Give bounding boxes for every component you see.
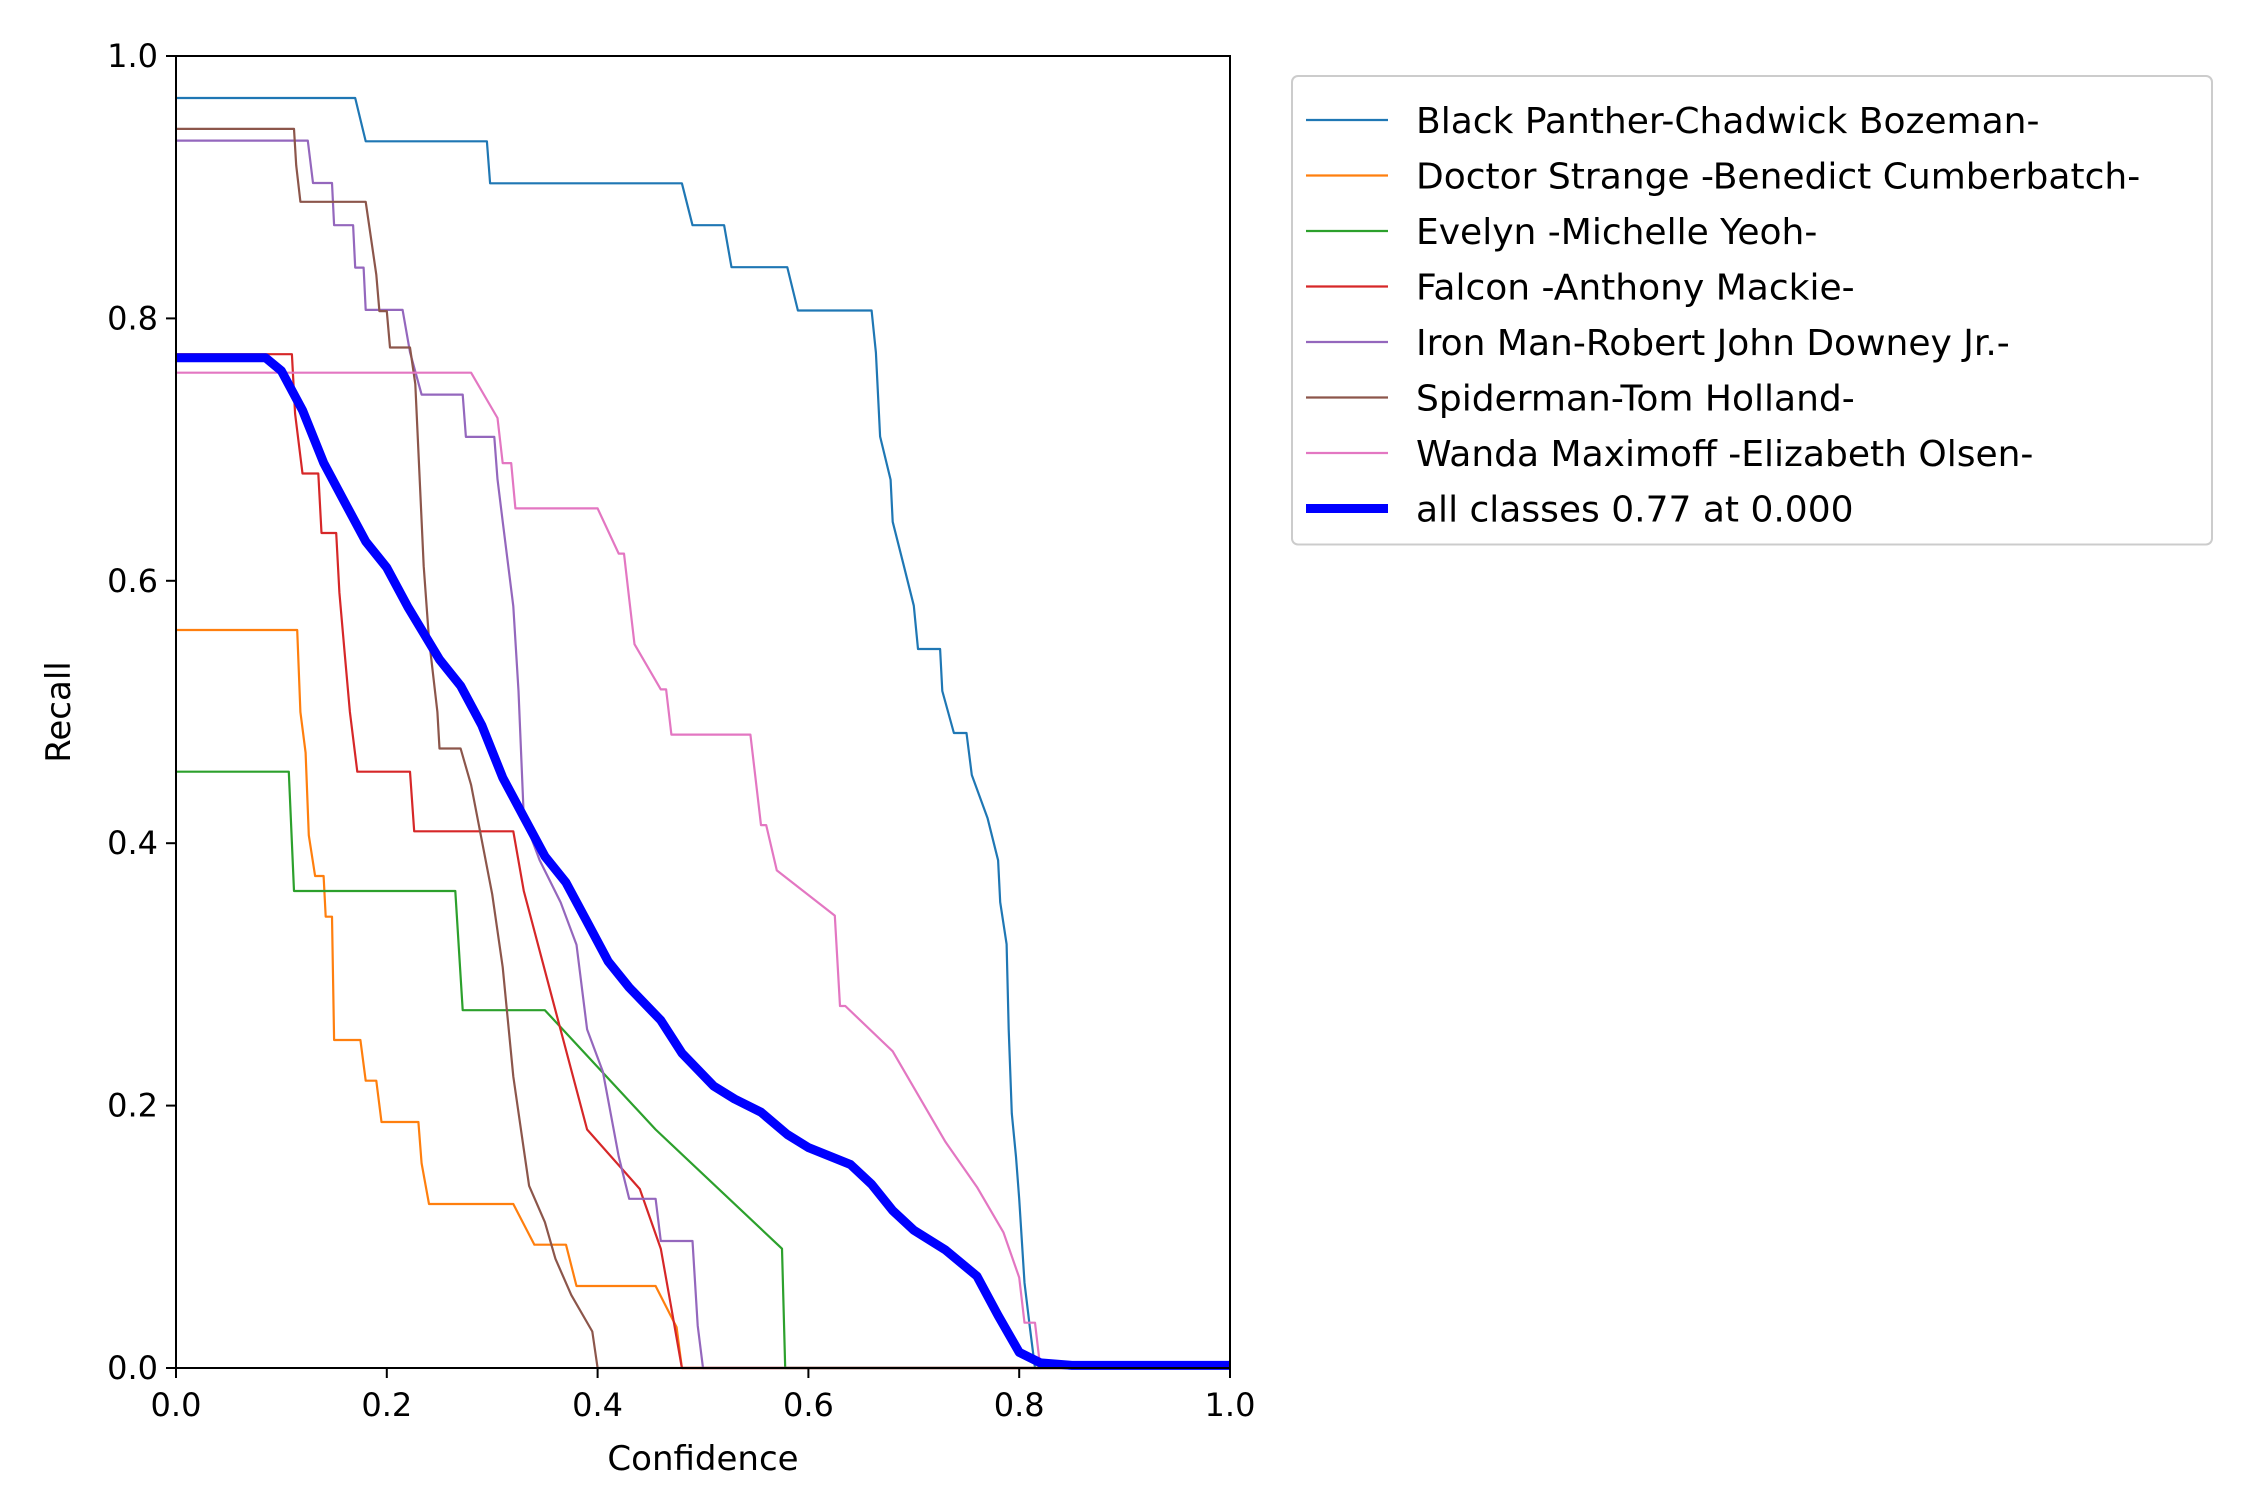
x-tick-label: 0.0 bbox=[151, 1386, 202, 1424]
legend-entry-label: Evelyn -Michelle Yeoh- bbox=[1416, 212, 1817, 253]
y-tick-label: 0.8 bbox=[107, 299, 158, 337]
series-line-6 bbox=[176, 127, 1230, 1370]
x-axis-label: Confidence bbox=[607, 1439, 798, 1479]
x-tick-label: 0.4 bbox=[572, 1386, 623, 1424]
series-line-3 bbox=[176, 770, 1230, 1370]
x-tick-label: 1.0 bbox=[1205, 1386, 1256, 1424]
legend-entry-label: Black Panther-Chadwick Bozeman- bbox=[1416, 101, 2039, 142]
y-tick-label: 0.0 bbox=[107, 1349, 158, 1387]
legend-entry-label: Doctor Strange -Benedict Cumberbatch- bbox=[1416, 157, 2140, 198]
series-line-7 bbox=[176, 371, 1230, 1370]
ticks-layer: 0.0 0.2 0.4 0.6 0.8 1.0 0.0 0.2 0.4 0.6 0.8 1.0 bbox=[107, 37, 1255, 1424]
legend-entry-label: Wanda Maximoff -Elizabeth Olsen- bbox=[1416, 434, 2033, 475]
series-line-1 bbox=[176, 96, 1230, 1370]
legend-entry-label: Falcon -Anthony Mackie- bbox=[1416, 268, 1855, 309]
y-tick-label: 0.4 bbox=[107, 824, 158, 862]
y-tick-label: 0.6 bbox=[107, 562, 158, 600]
x-tick-label: 0.8 bbox=[994, 1386, 1045, 1424]
x-tick-label: 0.2 bbox=[361, 1386, 412, 1424]
series-line-5 bbox=[176, 139, 1230, 1370]
legend-entry-label: Spiderman-Tom Holland- bbox=[1416, 379, 1855, 420]
legend-entry-label: Iron Man-Robert John Downey Jr.- bbox=[1416, 323, 2010, 364]
series-line-4 bbox=[176, 353, 1230, 1370]
legend-entry-label: all classes 0.77 at 0.000 bbox=[1416, 490, 1854, 531]
series-line-8 bbox=[176, 353, 1230, 1370]
y-axis-label: Recall bbox=[39, 661, 79, 762]
plot-frame bbox=[175, 55, 1231, 1369]
legend: Black Panther-Chadwick Bozeman- Doctor St… bbox=[1291, 75, 2213, 546]
series-line-2 bbox=[176, 628, 1230, 1370]
y-tick-label: 0.2 bbox=[107, 1087, 158, 1125]
series-layer bbox=[176, 96, 1230, 1370]
x-tick-label: 0.6 bbox=[783, 1386, 834, 1424]
y-tick-label: 1.0 bbox=[107, 37, 158, 75]
legend-box bbox=[1291, 75, 2213, 546]
